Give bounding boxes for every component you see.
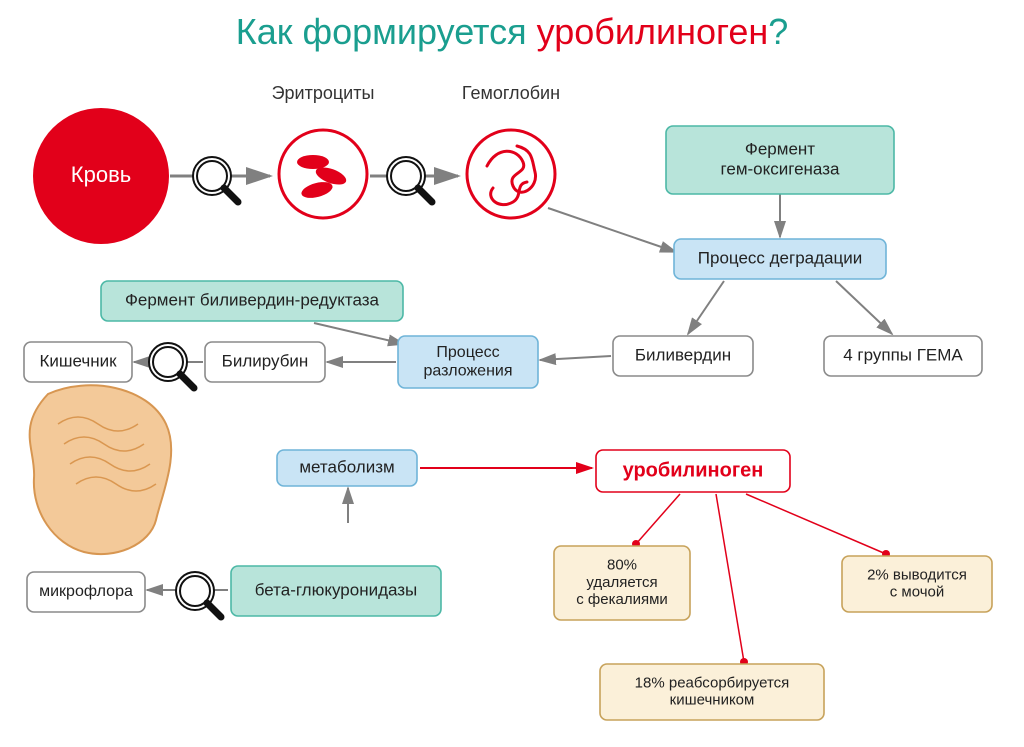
node-urine: 2% выводитсяс мочой <box>842 556 992 612</box>
node-label: Биливердин <box>635 345 731 364</box>
edge <box>746 494 886 554</box>
node-urobilinogen: уробилиноген <box>596 450 790 492</box>
node-label: Билирубин <box>222 351 309 370</box>
label-rbc_label: Эритроциты <box>272 83 375 103</box>
node-biliverdin: Биливердин <box>613 336 753 376</box>
node-hema4: 4 группы ГЕМА <box>824 336 982 376</box>
node-metabolism: метаболизм <box>277 450 417 486</box>
node-label: уробилиноген <box>623 459 764 481</box>
label-hb_label: Гемоглобин <box>462 83 560 103</box>
edge <box>716 494 744 662</box>
node-label: 4 группы ГЕМА <box>843 345 963 364</box>
page-title: Как формируется уробилиноген? <box>236 11 789 52</box>
magnifier-icon <box>389 159 432 202</box>
node-label: Процесс деградации <box>698 248 862 267</box>
node-decomp: Процессразложения <box>398 336 538 388</box>
edge <box>836 281 892 334</box>
edge <box>636 494 680 544</box>
magnifier-icon <box>151 345 194 388</box>
magnifier-icon <box>195 159 238 202</box>
magnifier-icon <box>178 574 221 617</box>
hemoglobin-icon <box>467 130 555 218</box>
edge <box>314 323 404 344</box>
node-hemox: Ферментгем-оксигеназа <box>666 126 894 194</box>
node-feces: 80%удаляетсяс фекалиями <box>554 546 690 620</box>
node-bilirubin: Билирубин <box>205 342 325 382</box>
node-microflora: микрофлора <box>27 572 145 612</box>
edge <box>540 356 611 360</box>
node-label: Процессразложения <box>423 344 512 379</box>
edge <box>688 281 724 334</box>
intestine-icon <box>30 385 172 554</box>
node-degrad: Процесс деградации <box>674 239 886 279</box>
node-label: Фермент биливердин-редуктаза <box>125 290 380 309</box>
node-label: метаболизм <box>299 457 394 476</box>
edge <box>548 208 676 252</box>
node-intestine: Кишечник <box>24 342 132 382</box>
node-bilired: Фермент биливердин-редуктаза <box>101 281 403 321</box>
node-reabs: 18% реабсорбируетсякишечником <box>600 664 824 720</box>
node-label: бета-глюкуронидазы <box>255 580 418 599</box>
node-label: Кровь <box>71 162 131 187</box>
node-blood: Кровь <box>33 108 169 244</box>
erythrocytes-icon <box>279 130 367 218</box>
node-betagluc: бета-глюкуронидазы <box>231 566 441 616</box>
node-label: Кишечник <box>39 351 117 370</box>
node-label: микрофлора <box>39 583 133 600</box>
